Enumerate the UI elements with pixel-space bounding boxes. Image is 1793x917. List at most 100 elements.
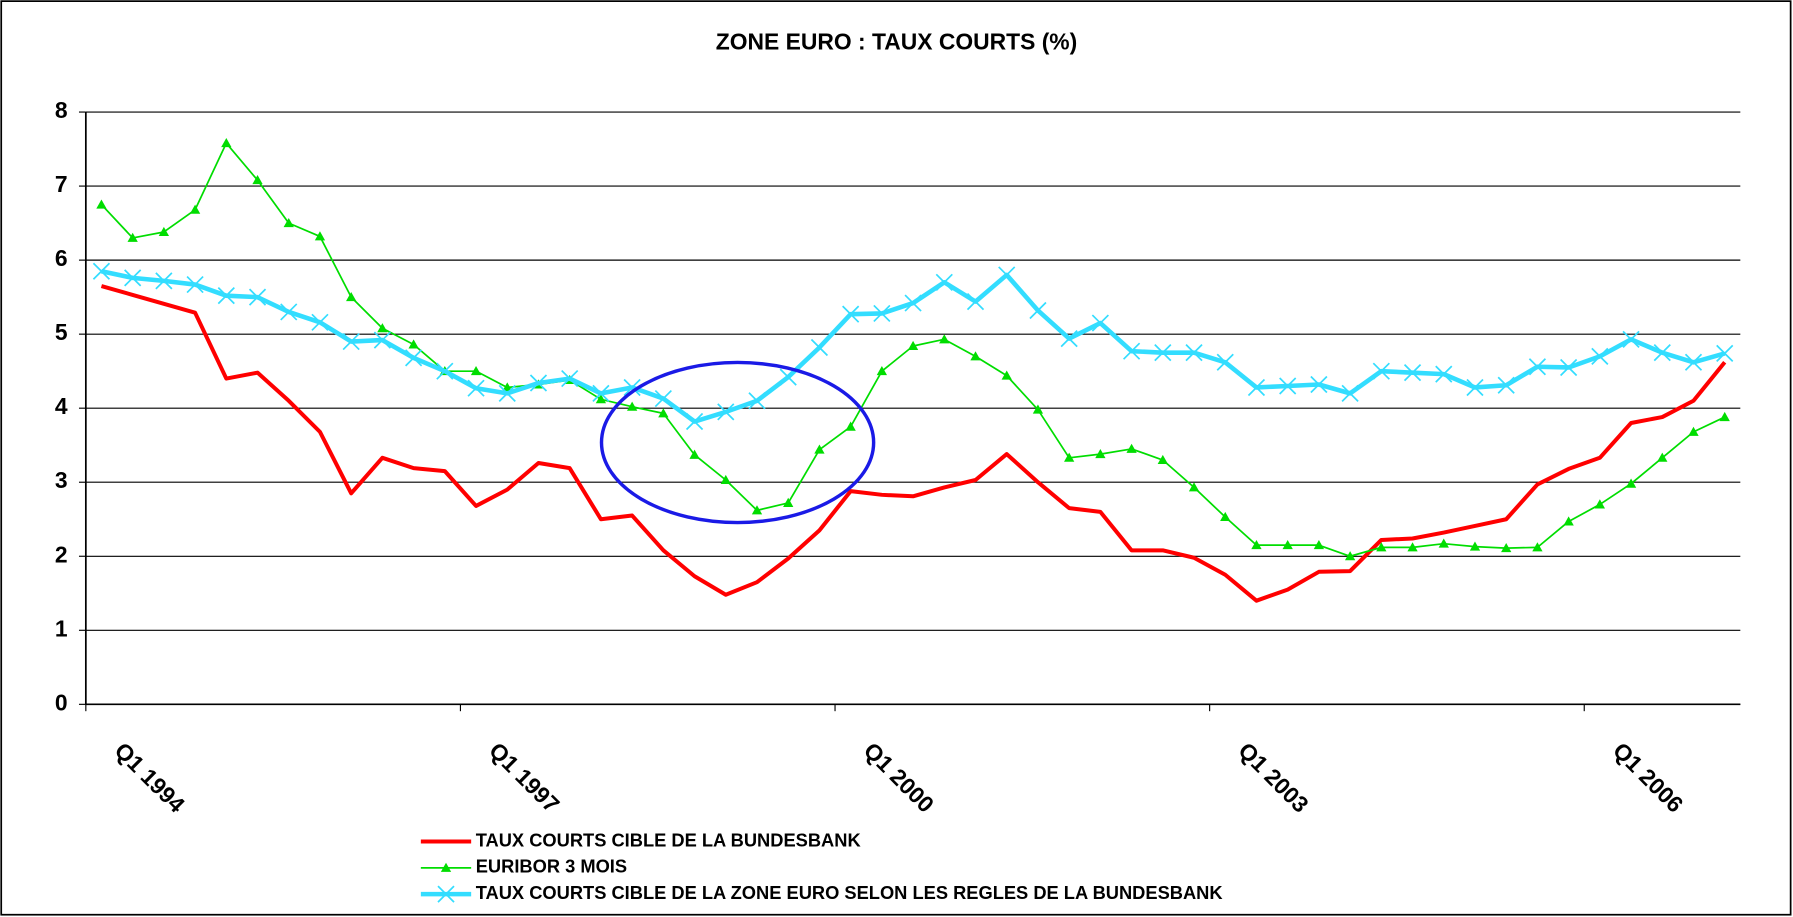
point-marker [1716,344,1734,363]
point-marker [529,374,548,392]
point-marker [842,305,860,323]
point-marker [876,366,888,376]
point-marker [186,275,204,294]
point-marker [1466,378,1484,397]
point-marker [658,408,669,418]
point-marker [96,199,107,209]
point-marker [346,291,357,302]
point-marker [1403,364,1422,382]
point-marker [408,339,419,349]
highlight-ellipse [599,360,876,525]
point-marker [1341,384,1359,402]
point-marker [1376,542,1387,552]
chart-title: ZONE EURO : TAUX COURTS (%) [716,28,1078,54]
y-tick-label: 3 [55,467,68,493]
point-marker [748,392,766,410]
point-marker [623,378,641,397]
point-marker [1157,454,1168,465]
point-marker [1435,365,1453,383]
point-marker [436,362,454,380]
point-marker [1060,329,1078,348]
point-marker [783,497,794,507]
point-marker [1032,404,1044,414]
y-tick-label: 8 [55,97,68,123]
point-marker [1594,499,1605,509]
point-marker [1438,538,1449,548]
y-tick-label: 4 [55,393,68,419]
point-marker [998,266,1016,284]
point-marker [1188,482,1200,492]
point-marker [717,403,735,421]
point-marker [1372,362,1390,380]
point-marker [814,444,825,454]
point-marker [1310,375,1328,394]
point-marker [1563,516,1574,526]
point-marker [626,401,638,411]
point-marker [1625,478,1637,488]
point-marker [92,262,111,280]
y-tick-label: 5 [55,319,68,345]
point-marker [1095,448,1106,459]
point-marker [1220,511,1231,522]
point-marker [1560,358,1578,377]
legend-label: EURIBOR 3 MOIS [476,856,627,877]
point-marker [377,323,388,333]
point-marker [342,332,360,351]
point-marker [1185,344,1203,362]
point-marker [1591,347,1609,365]
point-marker [221,138,232,148]
point-marker [252,175,263,185]
point-marker [1622,330,1640,348]
y-tick-label: 6 [55,245,68,271]
point-marker [1469,541,1481,551]
point-marker [1216,353,1234,371]
point-marker [970,351,981,361]
series-line [100,284,1727,603]
point-marker [907,340,919,351]
point-marker [314,231,326,241]
point-marker [1154,344,1172,362]
point-marker [1247,378,1266,397]
point-marker [1657,452,1668,462]
point-marker [124,269,142,287]
point-marker [1122,342,1141,360]
y-tick-label: 1 [55,615,68,641]
legend-marker [437,885,455,903]
point-marker [720,474,731,485]
point-marker [1407,542,1418,552]
point-marker [248,288,267,306]
point-marker [779,368,797,386]
point-marker [1528,358,1547,376]
legend-marker [440,862,452,872]
legend-label: TAUX COURTS CIBLE DE LA BUNDESBANK [476,829,862,850]
point-marker [1251,540,1262,550]
point-marker [939,334,950,344]
point-marker [283,217,294,228]
point-marker [751,505,763,515]
point-marker [1064,452,1075,462]
point-marker [1497,376,1515,394]
point-marker [1091,314,1109,332]
point-marker [311,313,329,331]
point-marker [1532,542,1543,552]
y-tick-label: 2 [55,541,68,567]
point-marker [685,412,704,431]
point-marker [966,292,985,311]
y-tick-label: 7 [55,171,68,197]
point-marker [1653,344,1671,362]
point-marker [561,369,579,388]
point-marker [689,449,700,459]
point-marker [502,382,513,392]
point-marker [904,294,922,312]
point-marker [1688,426,1699,436]
point-marker [1344,551,1356,561]
point-marker [935,273,953,291]
point-marker [127,232,138,242]
point-marker [654,389,672,408]
point-marker [1279,377,1297,395]
point-marker [845,421,856,431]
point-marker [280,303,298,321]
point-marker [498,384,516,402]
point-marker [1313,540,1325,550]
